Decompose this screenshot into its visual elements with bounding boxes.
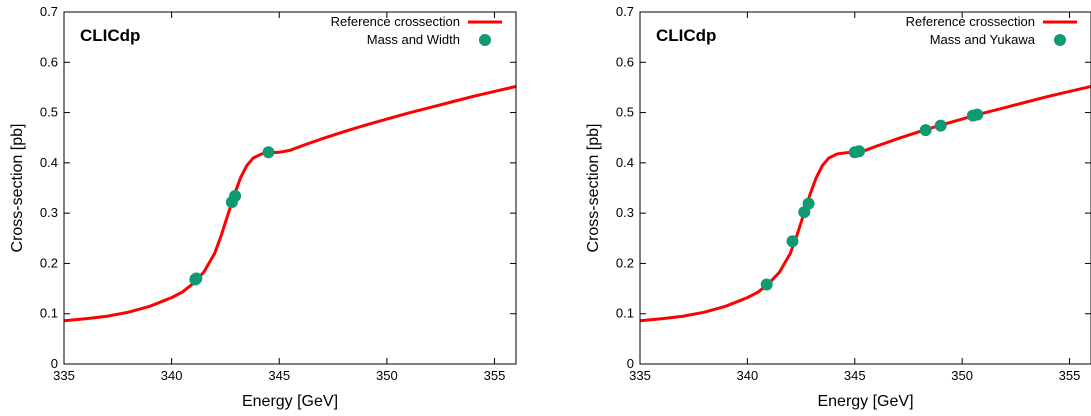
x-tick-label: 335 <box>53 368 75 383</box>
y-tick-label: 0.3 <box>616 205 634 220</box>
chart-panel-2: 0 0.1 0.2 0.3 0.4 0.5 0.6 0.7 335 340 345 350 355 Ene… <box>585 4 1091 410</box>
legend-point-swatch <box>479 34 491 46</box>
x-tick-label: 340 <box>737 368 759 383</box>
x-tick-label: 335 <box>629 368 651 383</box>
legend-label: Mass and Width <box>367 32 460 47</box>
y-tick-label: 0.1 <box>616 306 634 321</box>
x-tick-label: 355 <box>1059 368 1081 383</box>
legend-label: Mass and Yukawa <box>930 32 1036 47</box>
y-tick-label: 0.7 <box>616 4 634 19</box>
plot-frame <box>639 11 1091 365</box>
legend: Reference crossection Mass and Yukawa <box>906 14 1077 47</box>
y-tick-label: 0.7 <box>40 4 58 19</box>
data-point <box>229 190 242 203</box>
clicdp-label: CLICdp <box>80 26 140 45</box>
y-tick-label: 0.1 <box>40 306 58 321</box>
y-tick-label: 0.4 <box>40 155 58 170</box>
reference-curve <box>64 84 516 323</box>
y-tick-label: 0.6 <box>616 54 634 69</box>
data-point <box>919 124 932 137</box>
data-point <box>971 108 984 121</box>
y-axis-title: Cross-section [pb] <box>585 124 602 253</box>
y-tick-label: 0.5 <box>616 105 634 120</box>
data-point <box>760 278 773 291</box>
x-tick-label: 350 <box>951 368 973 383</box>
data-point <box>934 119 947 132</box>
legend-label: Reference crossection <box>331 14 460 29</box>
plot-frame <box>63 11 517 365</box>
x-tick-label: 355 <box>484 368 506 383</box>
legend: Reference crossection Mass and Width <box>331 14 502 47</box>
y-tick-label: 0.5 <box>40 105 58 120</box>
y-tick-label: 0.2 <box>616 255 634 270</box>
reference-curve <box>640 84 1091 323</box>
x-tick-label: 340 <box>161 368 183 383</box>
data-point <box>802 197 815 210</box>
x-tick-label: 345 <box>844 368 866 383</box>
x-tick-label: 345 <box>268 368 290 383</box>
clicdp-label: CLICdp <box>656 26 716 45</box>
y-tick-label: 0.2 <box>40 255 58 270</box>
y-tick-label: 0 <box>627 356 634 371</box>
y-tick-label: 0.3 <box>40 205 58 220</box>
data-point <box>786 235 799 248</box>
y-tick-label: 0.6 <box>40 54 58 69</box>
legend-label: Reference crossection <box>906 14 1035 29</box>
y-tick-label: 0 <box>51 356 58 371</box>
chart-panel-1: 0 0.1 0.2 0.3 0.4 0.5 0.6 0.7 335 340 345 350 355 Ene… <box>9 4 517 410</box>
y-tick-label: 0.4 <box>616 155 634 170</box>
x-tick-label: 350 <box>376 368 398 383</box>
legend-point-swatch <box>1054 34 1066 46</box>
y-axis-title: Cross-section [pb] <box>9 124 26 253</box>
data-point <box>190 272 203 285</box>
data-point <box>853 145 866 158</box>
data-point <box>262 146 275 159</box>
x-axis-title: Energy [GeV] <box>817 393 913 410</box>
x-axis-title: Energy [GeV] <box>242 393 338 410</box>
